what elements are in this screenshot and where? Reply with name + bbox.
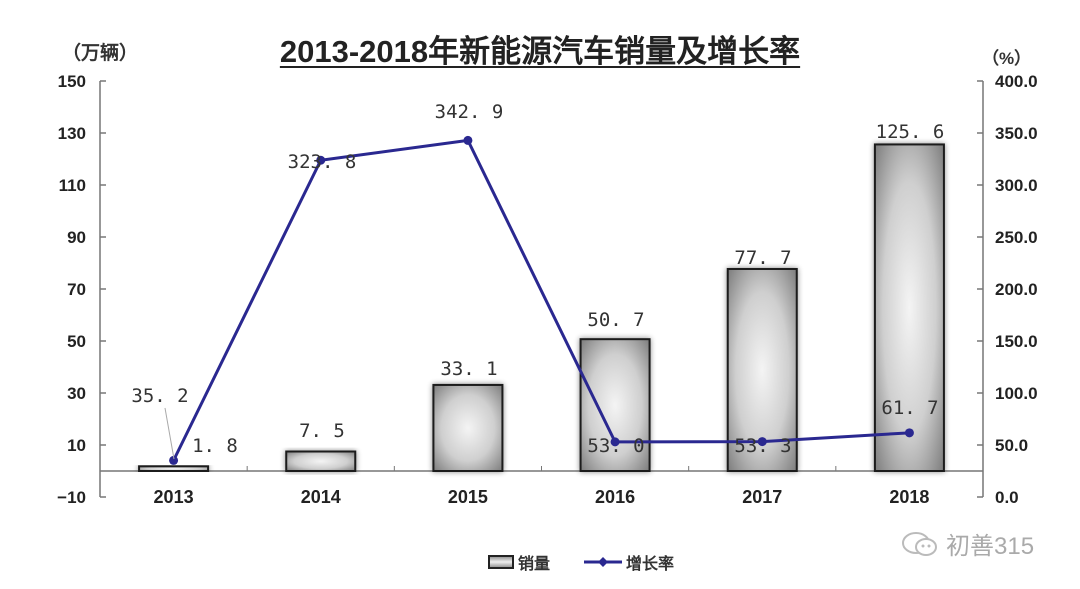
x-tick-label: 2016	[595, 487, 635, 507]
left-tick-label: 10	[67, 436, 86, 455]
legend-label-sales: 销量	[518, 556, 551, 573]
data-labels: 1. 8 7. 5 33. 1 50. 7 77. 7 125. 6 35. 2 323. 8…	[131, 101, 944, 457]
bar-value-label: 33. 1	[440, 358, 497, 380]
legend-label-growth: 增长率	[626, 556, 675, 573]
left-tick-label: 30	[67, 384, 86, 403]
line-value-label: 323. 8	[288, 151, 357, 173]
wechat-icon	[902, 531, 937, 556]
right-tick-label: 200.0	[995, 280, 1038, 299]
watermark-text: 初善315	[946, 533, 1035, 560]
line-value-label: 342. 9	[435, 101, 504, 123]
bar-value-label: 77. 7	[734, 247, 791, 269]
bar-value-label: 1. 8	[192, 435, 238, 457]
line-point-marker	[316, 155, 326, 165]
left-tick-label: 110	[59, 176, 86, 195]
bar	[285, 450, 357, 472]
line-series	[164, 135, 914, 465]
right-axis-unit: （%）	[982, 49, 1032, 68]
line-marker-icon	[584, 557, 623, 567]
right-tick-label: 0.0	[995, 488, 1019, 507]
x-tick-label: 2013	[154, 487, 194, 507]
watermark: 初善315	[900, 526, 1034, 561]
legend-item-growth: 增长率	[584, 550, 674, 574]
legend: 销量 增长率	[488, 550, 674, 574]
left-tick-label: 50	[67, 332, 86, 351]
chart-title: 2013-2018年新能源汽车销量及增长率	[279, 34, 801, 69]
left-tick-label: −10	[57, 488, 86, 507]
bar-value-label: 50. 7	[587, 309, 644, 331]
left-tick-label: 70	[67, 280, 86, 299]
right-tick-label: 50.0	[995, 436, 1028, 455]
legend-item-sales: 销量	[488, 550, 550, 574]
left-axis-unit: （万辆）	[62, 43, 139, 64]
line-value-label: 53. 3	[734, 435, 791, 457]
bar	[873, 143, 945, 472]
x-tick-label: 2015	[448, 487, 488, 507]
right-tick-label: 100.0	[995, 384, 1038, 403]
line-point-marker	[610, 437, 620, 447]
right-tick-label: 150.0	[995, 332, 1038, 351]
line-point-marker	[463, 135, 473, 145]
x-tick-label: 2018	[889, 487, 929, 507]
right-tick-label: 400.0	[995, 72, 1038, 91]
line-point-marker	[757, 437, 767, 447]
bar-value-label: 125. 6	[876, 121, 945, 143]
x-tick-label: 2014	[301, 487, 341, 507]
line-point-marker	[904, 428, 914, 438]
left-tick-label: 150	[58, 72, 86, 91]
line-value-label: 35. 2	[131, 385, 188, 407]
right-tick-label: 350.0	[995, 124, 1038, 143]
bar-value-label: 7. 5	[299, 420, 345, 442]
growth-line	[172, 138, 910, 462]
bar	[579, 338, 651, 472]
line-value-label: 61. 7	[881, 397, 938, 419]
left-tick-label: 130	[58, 124, 86, 143]
axes: 150 130 110 90 70 50 30 10 −10 400.0 350.0 300.0 250…	[57, 72, 1037, 507]
line-point-marker	[169, 455, 179, 465]
bar-swatch-icon	[488, 555, 514, 569]
x-tick-label: 2017	[742, 487, 782, 507]
left-tick-label: 90	[67, 228, 86, 247]
right-tick-label: 250.0	[995, 228, 1038, 247]
right-tick-label: 300.0	[995, 176, 1038, 195]
line-value-label: 53. 0	[587, 435, 644, 457]
bar	[138, 465, 210, 473]
bar-series	[138, 143, 945, 473]
bar	[432, 383, 504, 472]
